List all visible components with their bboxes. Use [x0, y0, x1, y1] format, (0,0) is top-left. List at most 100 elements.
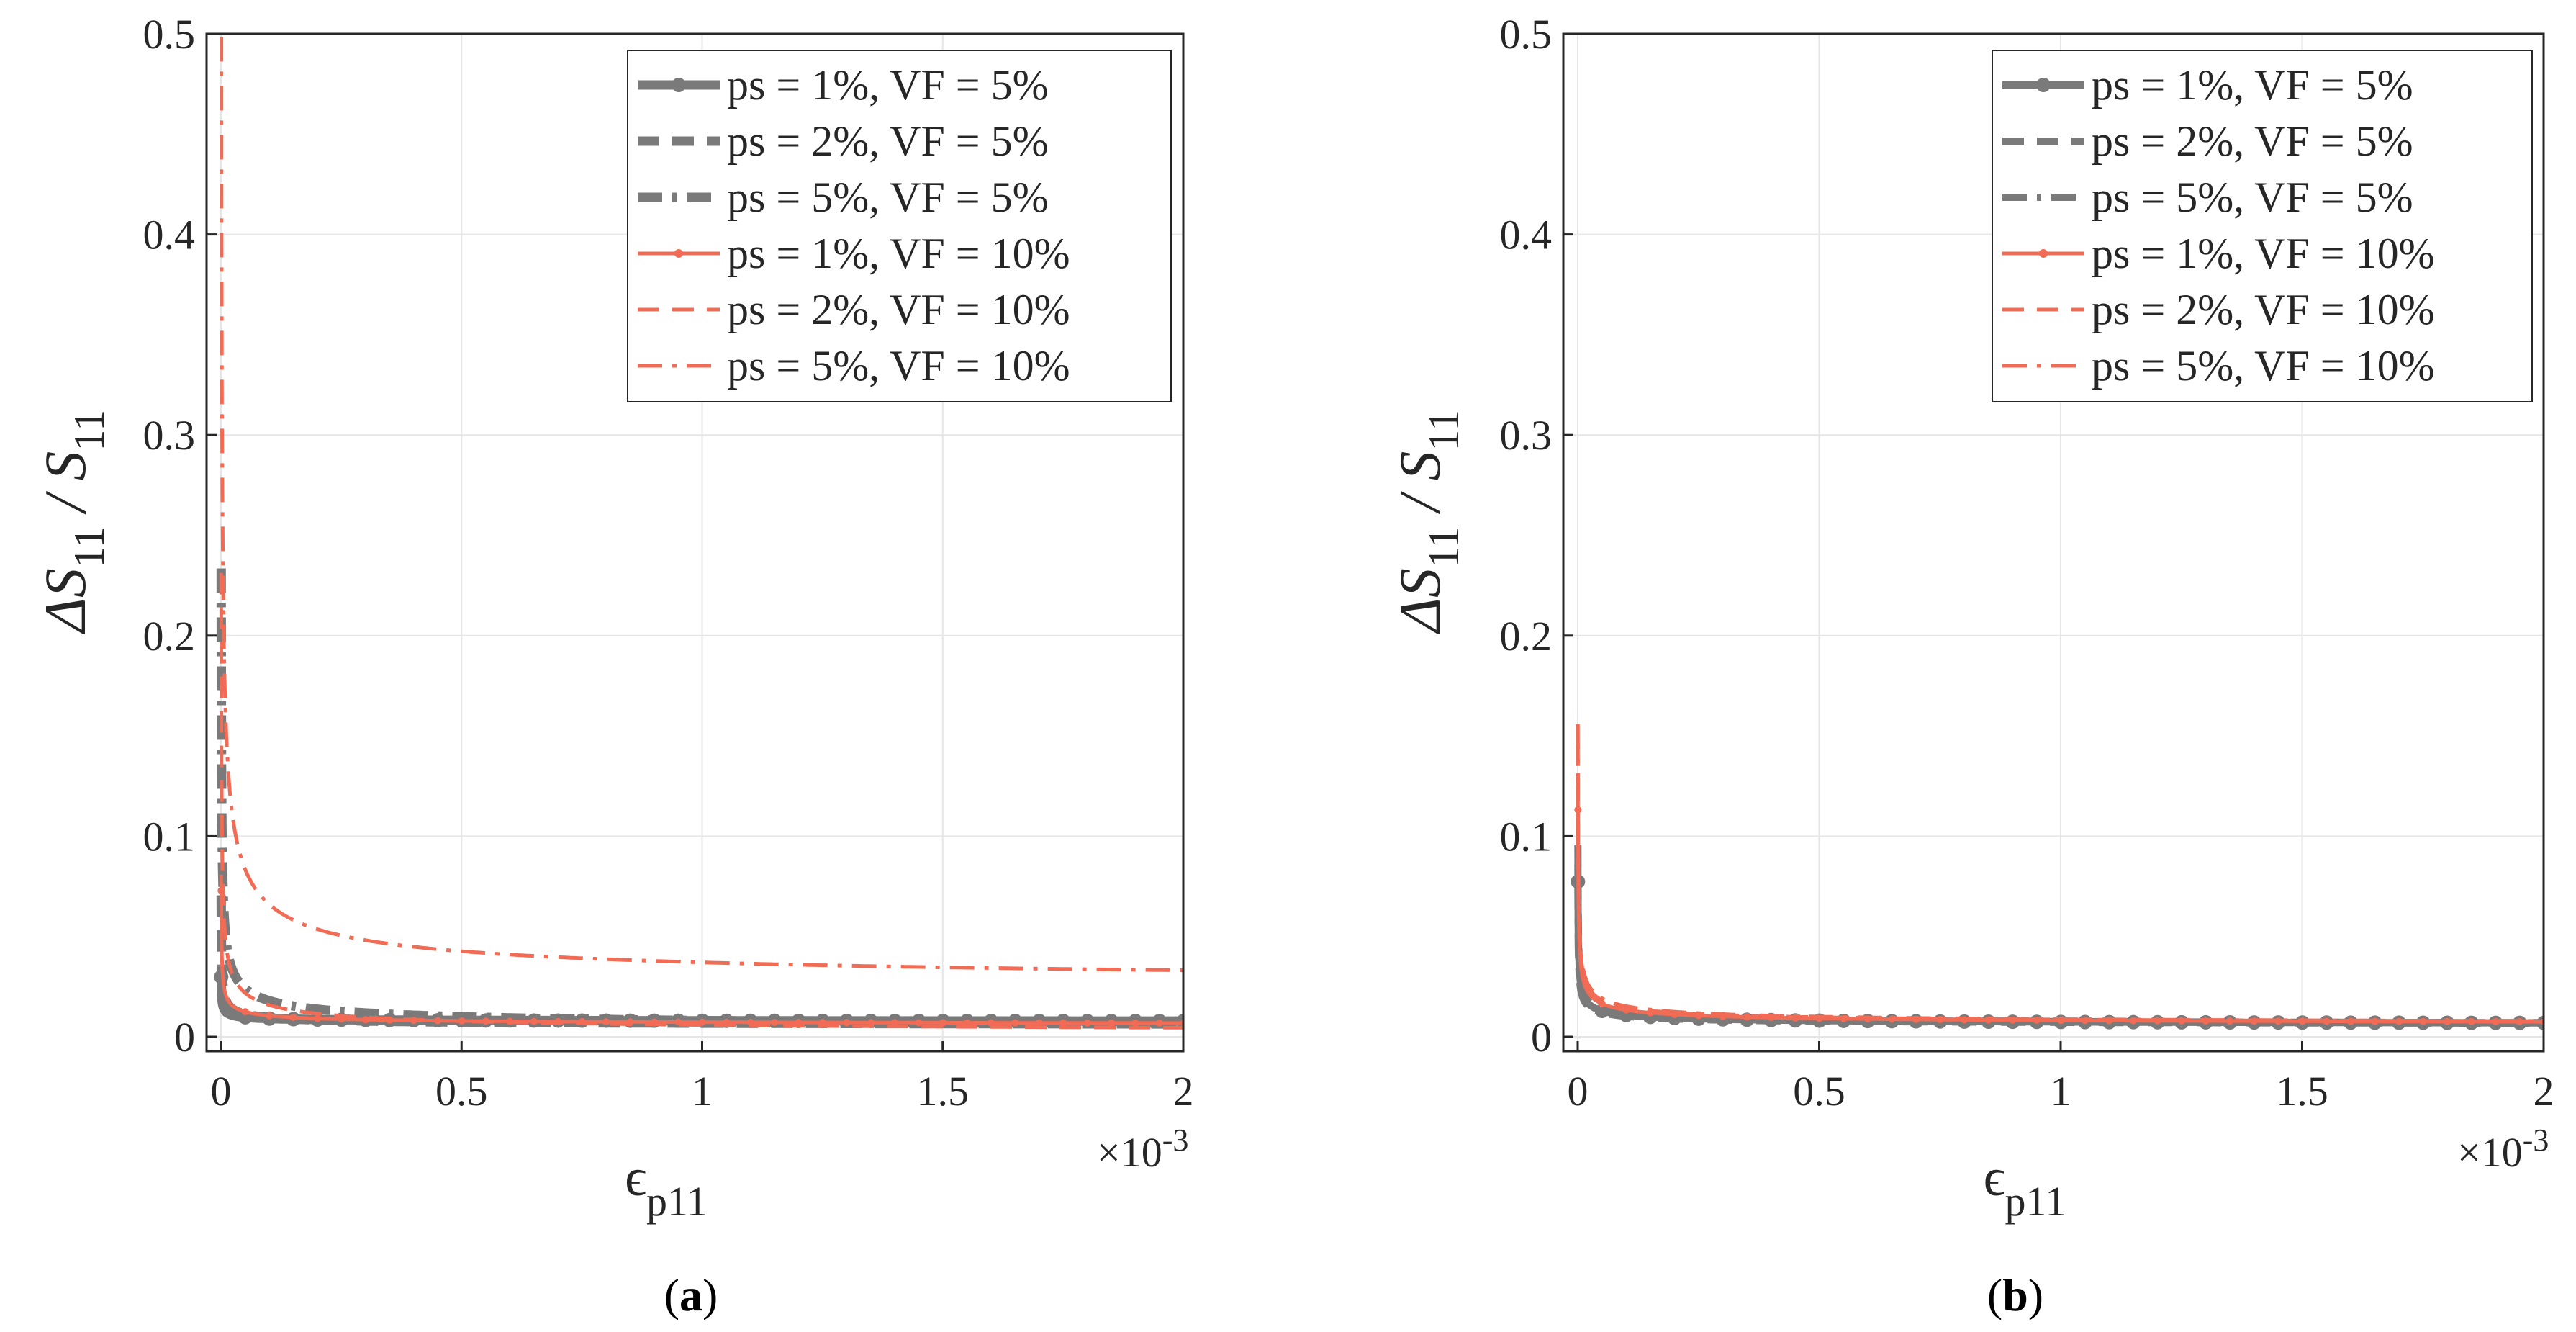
series-marker — [1131, 1019, 1139, 1027]
x-tick-label: 1.5 — [917, 1068, 970, 1115]
series-marker — [1035, 1019, 1043, 1027]
y-tick-label: 0.5 — [143, 11, 196, 58]
x-axis-label-sub: p11 — [2005, 1178, 2066, 1225]
y-tick-label: 0.5 — [1500, 11, 1553, 58]
series-marker — [891, 1019, 899, 1027]
series-marker — [241, 1008, 249, 1016]
caption-open: ( — [664, 1269, 679, 1320]
x-multiplier-exp: -3 — [1162, 1122, 1189, 1158]
x-axis-label-sub: p11 — [646, 1178, 708, 1225]
y-axis-label-mid: / S — [1387, 451, 1452, 527]
series-marker — [939, 1019, 947, 1027]
legend-label: ps = 5%, VF = 10% — [727, 342, 1070, 390]
series-marker — [1011, 1019, 1019, 1027]
series-marker — [602, 1018, 610, 1026]
series-line — [219, 572, 1183, 1030]
caption-open: ( — [1987, 1269, 2002, 1320]
caption-close: ) — [2028, 1269, 2043, 1320]
series-line — [220, 34, 1183, 973]
legend-label: ps = 2%, VF = 10% — [2092, 286, 2435, 333]
series-marker — [1155, 1019, 1163, 1027]
y-tick-label: 0.1 — [143, 813, 196, 860]
x-multiplier-exp: -3 — [2523, 1122, 2549, 1158]
series-marker — [963, 1019, 971, 1027]
series-marker — [266, 1012, 274, 1020]
caption-letter: a — [679, 1269, 702, 1320]
x-axis-label-symbol: ϵ — [1984, 1148, 2005, 1207]
y-axis-label-delta: ΔS — [32, 568, 98, 634]
legend-box — [627, 50, 1172, 402]
series-marker — [314, 1014, 322, 1022]
series-marker — [771, 1018, 779, 1026]
series-line — [1576, 724, 2544, 1023]
legend-label: ps = 2%, VF = 5% — [727, 117, 1049, 165]
series-marker — [458, 1017, 466, 1025]
legend-label: ps = 1%, VF = 5% — [2092, 61, 2413, 109]
x-tick-label: 0 — [1568, 1068, 1588, 1115]
y-tick-label: 0.2 — [1500, 613, 1553, 660]
caption-close: ) — [702, 1269, 718, 1320]
x-tick-label: 2 — [1173, 1068, 1194, 1115]
series-group — [214, 34, 1183, 1030]
x-axis-label-symbol: ϵ — [625, 1148, 646, 1207]
series-marker — [361, 1016, 369, 1024]
legend-marker — [672, 78, 686, 92]
x-tick-label: 0 — [211, 1068, 232, 1115]
y-axis-label-mid: / S — [32, 451, 98, 527]
legend-label: ps = 5%, VF = 5% — [727, 174, 1049, 221]
y-axis-label-sub: 11 — [1420, 526, 1468, 568]
legend-label: ps = 1%, VF = 5% — [727, 61, 1049, 109]
x-tick-label: 1 — [2051, 1068, 2071, 1115]
series-marker — [289, 1014, 297, 1022]
series-marker — [867, 1019, 875, 1027]
x-multiplier-base: ×10 — [2457, 1129, 2523, 1176]
series-marker — [2467, 1017, 2475, 1025]
y-tick-label: 0.1 — [1500, 813, 1553, 860]
x-multiplier: ×10-3 — [1097, 1122, 1188, 1176]
series-group — [1571, 724, 2544, 1030]
legend-label: ps = 5%, VF = 5% — [2092, 174, 2413, 221]
series-marker — [915, 1019, 923, 1027]
axes-box — [1562, 32, 2545, 1053]
y-axis-label-sub: 11 — [65, 526, 113, 568]
legend-label: ps = 5%, VF = 10% — [2092, 342, 2435, 390]
y-tick-label: 0.4 — [1500, 212, 1553, 258]
y-axis-label-sub2: 11 — [1420, 410, 1468, 451]
x-tick-label: 2 — [2534, 1068, 2554, 1115]
y-axis-label: ΔS11 / S11 — [32, 410, 113, 635]
x-tick-label: 0.5 — [1793, 1068, 1845, 1115]
x-axis-label: ϵp11 — [1984, 1148, 2066, 1225]
x-multiplier-base: ×10 — [1097, 1129, 1162, 1176]
y-tick-label: 0.3 — [143, 412, 196, 459]
y-axis-label: ΔS11 / S11 — [1387, 410, 1468, 635]
legend-label: ps = 2%, VF = 10% — [727, 286, 1070, 333]
legend-label: ps = 1%, VF = 10% — [727, 230, 1070, 277]
x-multiplier: ×10-3 — [2457, 1122, 2549, 1176]
x-tick-label: 0.5 — [435, 1068, 488, 1115]
legend-box — [1992, 50, 2533, 402]
x-axis-label: ϵp11 — [625, 1148, 708, 1225]
y-tick-label: 0 — [174, 1014, 195, 1061]
axes-box — [205, 32, 1185, 1053]
series-marker — [530, 1017, 538, 1025]
legend-marker — [2039, 249, 2048, 258]
series-marker — [1083, 1019, 1091, 1027]
y-tick-label: 0 — [1531, 1014, 1552, 1061]
series-marker — [1108, 1019, 1116, 1027]
series-marker — [1598, 1000, 1606, 1008]
panel-caption: (a) — [664, 1269, 718, 1320]
panel-caption: (b) — [1987, 1269, 2043, 1320]
legend-label: ps = 1%, VF = 10% — [2092, 230, 2435, 277]
y-axis-label-delta: ΔS — [1387, 568, 1452, 634]
series-marker — [987, 1019, 995, 1027]
series-marker — [2226, 1017, 2234, 1025]
x-tick-label: 1.5 — [2276, 1068, 2328, 1115]
y-axis-label-sub2: 11 — [65, 410, 113, 451]
legend-label: ps = 2%, VF = 5% — [2092, 117, 2413, 165]
y-tick-label: 0.2 — [143, 613, 196, 660]
legend-marker — [2036, 78, 2051, 92]
caption-letter: b — [2002, 1269, 2028, 1320]
